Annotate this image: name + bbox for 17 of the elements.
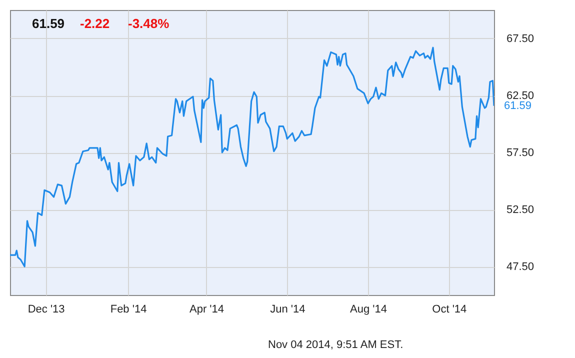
text: Nov 04 2014, 9:51 AM EST.	[268, 339, 404, 351]
y-tick-label: 47.50	[506, 261, 534, 273]
line-series	[10, 46, 494, 268]
x-tick-label: Oct '14	[432, 304, 467, 316]
y-tick-label: 57.50	[506, 147, 534, 159]
x-tick-label: Aug '14	[350, 304, 388, 316]
y-tick-label: 52.50	[506, 204, 534, 216]
y-tick-label: 67.50	[506, 33, 534, 45]
x-tick-label: Apr '14	[189, 304, 224, 316]
x-tick-label: Feb '14	[110, 304, 147, 316]
x-tick-label: Jun '14	[270, 304, 306, 316]
annotation: -2.22	[80, 16, 110, 31]
annotation: 61.59	[504, 100, 532, 112]
annotation: -3.48%	[128, 16, 170, 31]
x-tick-label: Dec '13	[28, 304, 65, 316]
y-tick-label: 62.50	[506, 90, 534, 102]
text: 61.59	[32, 16, 65, 31]
